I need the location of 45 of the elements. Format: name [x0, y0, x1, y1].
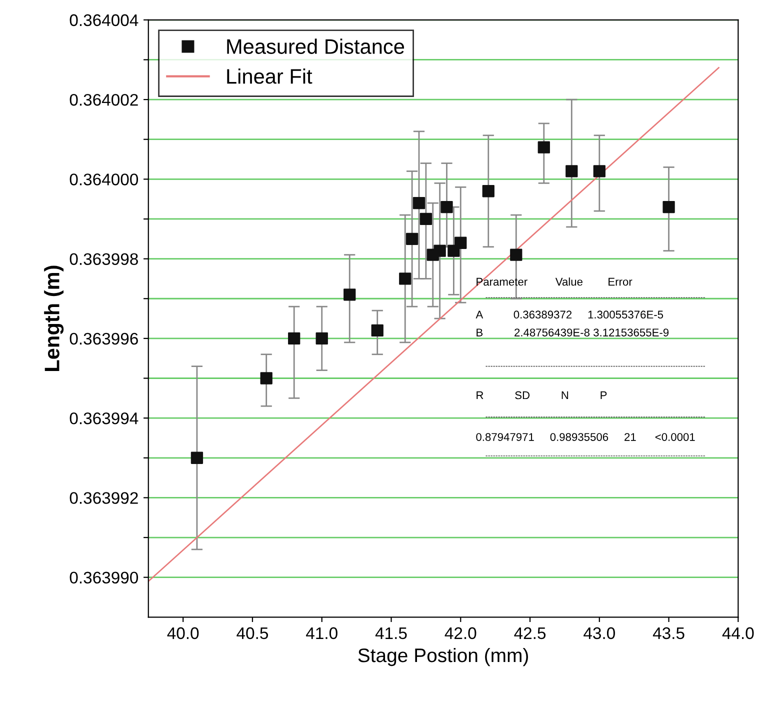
point	[344, 288, 356, 301]
point	[440, 200, 453, 214]
legend-label: Measured Distance	[227, 38, 404, 54]
y-tick-label: 0.364002	[70, 94, 138, 106]
point	[371, 324, 384, 337]
x-tick-label: 41.0	[306, 627, 338, 640]
point	[260, 372, 272, 384]
x-tick-label: 40.0	[167, 627, 199, 640]
annotation: A 0.36389372 1.30055376E-5	[476, 310, 664, 319]
annotation: 0.87947971 0.98935506 21 <0.0001	[476, 433, 695, 441]
y-axis-title: Length (m)	[44, 266, 64, 371]
point	[566, 165, 578, 178]
annotation: B 2.48756439E-8 3.12153655E-9	[476, 328, 669, 336]
point	[482, 185, 494, 198]
x-tick-label: 41.5	[375, 627, 407, 640]
point	[434, 244, 446, 257]
annotation: Parameter Value Error	[476, 278, 632, 286]
point	[662, 200, 675, 214]
y-tick-label: 0.364000	[70, 174, 138, 186]
y-tick-label: 0.363998	[70, 253, 138, 266]
point	[412, 196, 426, 210]
point	[406, 232, 418, 245]
legend-label: Linear Fit	[227, 68, 312, 84]
point	[593, 165, 606, 178]
y-tick-label: 0.363990	[70, 572, 138, 584]
y-tick-label: 0.363994	[70, 412, 138, 424]
y-tick-label: 0.363992	[70, 492, 138, 504]
x-tick-label: 43.0	[584, 627, 615, 640]
point	[190, 452, 204, 464]
x-tick-label: 42.5	[514, 627, 546, 640]
x-axis-title: Stage Postion (mm)	[358, 648, 528, 666]
point	[399, 272, 412, 285]
x-tick-label: 42.0	[444, 627, 476, 640]
point	[288, 332, 300, 345]
y-tick-label: 0.363996	[70, 332, 138, 345]
point	[420, 212, 432, 226]
point	[538, 141, 550, 154]
x-tick-label: 44.0	[722, 627, 754, 640]
point	[510, 248, 522, 261]
point	[316, 332, 328, 345]
x-tick-label: 40.5	[236, 627, 268, 640]
y-tick-label: 0.364004	[70, 14, 138, 26]
x-tick-label: 43.5	[652, 627, 684, 640]
point	[454, 236, 467, 249]
annotation: R SD N P	[476, 391, 607, 400]
